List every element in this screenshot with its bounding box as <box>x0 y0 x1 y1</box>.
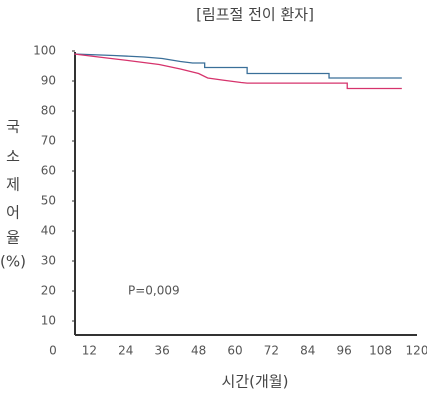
y-tick-label: 50 <box>41 194 56 208</box>
x-tick-label: 120 <box>406 344 427 358</box>
chart-title: [림프절 전이 환자] <box>196 6 314 24</box>
series-line <box>74 53 402 79</box>
y-tick-label: 70 <box>41 134 56 148</box>
y-tick-label: 20 <box>41 284 56 298</box>
x-tick-label: 24 <box>118 344 133 358</box>
x-tick-label: 72 <box>264 344 279 358</box>
y-tick-label: 30 <box>41 254 56 268</box>
y-axis-label: 율 <box>6 229 20 247</box>
y-tick-label: 40 <box>41 224 56 238</box>
x-tick-label: 12 <box>82 344 97 358</box>
series-line <box>74 53 402 90</box>
x-tick-label: 36 <box>155 344 170 358</box>
annotation: P=0,009 <box>128 284 180 298</box>
x-tick-label: 48 <box>191 344 206 358</box>
y-axis-label: 국 <box>6 118 20 136</box>
y-tick-label: 100 <box>33 44 56 58</box>
y-axis-label: 소 <box>6 148 20 166</box>
y-axis-label: 어 <box>6 204 20 222</box>
y-tick-label: 80 <box>41 104 56 118</box>
x-tick-label: 0 <box>49 344 57 358</box>
y-axis-label: 제 <box>6 176 20 194</box>
x-tick-label: 60 <box>227 344 242 358</box>
y-tick-label: 90 <box>41 74 56 88</box>
x-tick-label: 96 <box>337 344 352 358</box>
x-tick-label: 108 <box>369 344 392 358</box>
y-tick-label: 10 <box>41 314 56 328</box>
y-axis-label: (%) <box>0 253 26 271</box>
y-tick-label: 60 <box>41 164 56 178</box>
x-tick-label: 84 <box>300 344 315 358</box>
x-axis-label: 시간(개월) <box>222 373 289 391</box>
